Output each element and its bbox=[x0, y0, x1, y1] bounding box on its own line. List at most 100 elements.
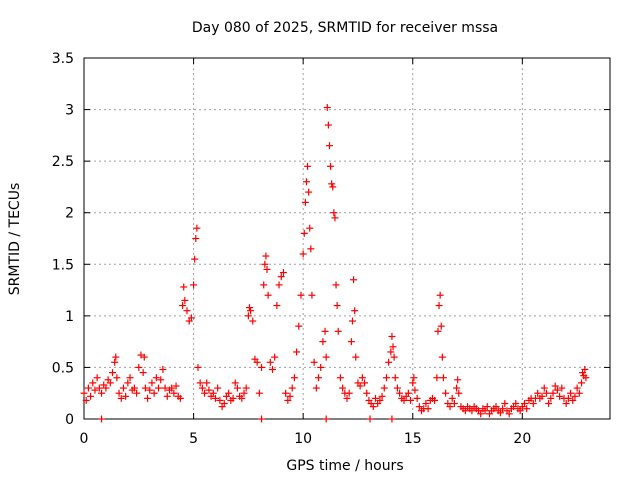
data-point bbox=[389, 343, 397, 351]
data-point bbox=[307, 245, 315, 253]
data-point bbox=[266, 358, 274, 366]
data-point bbox=[91, 386, 99, 394]
data-point bbox=[262, 252, 270, 260]
y-tick-label: 3.5 bbox=[52, 51, 74, 67]
data-point bbox=[284, 396, 292, 404]
data-point bbox=[388, 415, 396, 423]
data-point bbox=[499, 405, 507, 413]
plot-frame bbox=[83, 57, 611, 420]
data-point bbox=[343, 394, 351, 402]
data-point bbox=[322, 415, 330, 423]
data-point bbox=[271, 353, 279, 361]
data-point bbox=[111, 358, 119, 366]
data-point bbox=[214, 384, 222, 392]
data-point bbox=[240, 389, 248, 397]
data-point bbox=[345, 389, 353, 397]
data-point bbox=[168, 384, 176, 392]
data-point bbox=[192, 235, 200, 242]
data-point bbox=[575, 389, 583, 397]
data-point bbox=[413, 394, 421, 402]
data-point bbox=[450, 400, 458, 408]
data-point bbox=[424, 405, 432, 413]
data-point bbox=[172, 382, 180, 390]
data-point bbox=[332, 281, 340, 289]
data-point bbox=[376, 396, 384, 404]
data-point bbox=[336, 374, 344, 382]
data-point bbox=[282, 389, 290, 397]
data-point bbox=[396, 389, 404, 397]
data-point bbox=[328, 180, 336, 188]
data-point bbox=[453, 384, 461, 392]
data-point bbox=[436, 291, 444, 299]
data-point bbox=[82, 396, 90, 404]
data-point bbox=[209, 389, 217, 397]
data-point bbox=[268, 365, 276, 373]
data-point bbox=[333, 302, 341, 310]
data-point bbox=[80, 389, 88, 397]
data-point bbox=[483, 403, 491, 411]
data-point bbox=[323, 104, 331, 112]
data-point bbox=[277, 273, 285, 281]
data-point bbox=[454, 376, 462, 384]
data-point bbox=[578, 379, 586, 387]
data-point bbox=[300, 229, 308, 237]
data-point bbox=[155, 384, 163, 392]
data-point bbox=[157, 376, 165, 384]
data-point bbox=[369, 403, 377, 411]
data-point bbox=[161, 384, 169, 392]
data-point bbox=[523, 405, 531, 413]
data-point bbox=[135, 363, 143, 371]
data-point bbox=[216, 396, 224, 404]
data-point bbox=[273, 302, 281, 310]
data-point bbox=[371, 394, 379, 402]
data-point bbox=[409, 379, 417, 387]
data-point bbox=[581, 365, 589, 373]
data-point bbox=[229, 394, 237, 402]
data-point bbox=[89, 379, 97, 387]
y-tick-labels: 0 0.5 1 1.5 2 2.5 3 3.5 bbox=[52, 51, 74, 428]
data-point bbox=[130, 384, 138, 392]
data-point bbox=[573, 384, 581, 392]
data-point bbox=[410, 374, 418, 382]
data-point bbox=[190, 281, 198, 289]
y-axis-label: SRMTID / TECUs bbox=[7, 183, 23, 296]
data-point bbox=[562, 400, 570, 408]
data-point bbox=[220, 400, 228, 408]
data-point bbox=[358, 374, 366, 382]
data-point bbox=[286, 392, 294, 400]
data-point bbox=[378, 392, 386, 400]
data-point bbox=[382, 374, 390, 382]
data-point bbox=[582, 374, 590, 382]
data-point bbox=[201, 389, 209, 397]
data-point bbox=[380, 384, 388, 392]
data-point bbox=[308, 291, 316, 299]
x-tick-label: 20 bbox=[513, 431, 531, 447]
data-point bbox=[329, 183, 337, 191]
data-point bbox=[98, 389, 106, 397]
data-point bbox=[126, 374, 134, 382]
data-point bbox=[387, 348, 395, 356]
data-point bbox=[112, 353, 120, 361]
data-point bbox=[299, 250, 307, 258]
data-point bbox=[180, 283, 188, 291]
data-point bbox=[339, 384, 347, 392]
data-point bbox=[351, 307, 359, 315]
x-tick-label: 15 bbox=[404, 431, 422, 447]
data-point bbox=[529, 400, 537, 408]
data-point bbox=[119, 384, 127, 392]
data-point bbox=[330, 209, 338, 217]
data-point bbox=[205, 386, 213, 394]
data-point bbox=[306, 224, 314, 232]
data-point bbox=[212, 394, 219, 402]
data-point bbox=[260, 281, 268, 289]
data-point bbox=[521, 400, 529, 408]
data-point bbox=[325, 142, 333, 150]
data-point bbox=[496, 409, 504, 417]
y-tick-label: 0 bbox=[65, 412, 74, 428]
data-point bbox=[415, 403, 423, 411]
data-point bbox=[363, 389, 371, 397]
data-point bbox=[388, 332, 396, 340]
data-point bbox=[481, 407, 489, 415]
data-point bbox=[187, 314, 195, 322]
